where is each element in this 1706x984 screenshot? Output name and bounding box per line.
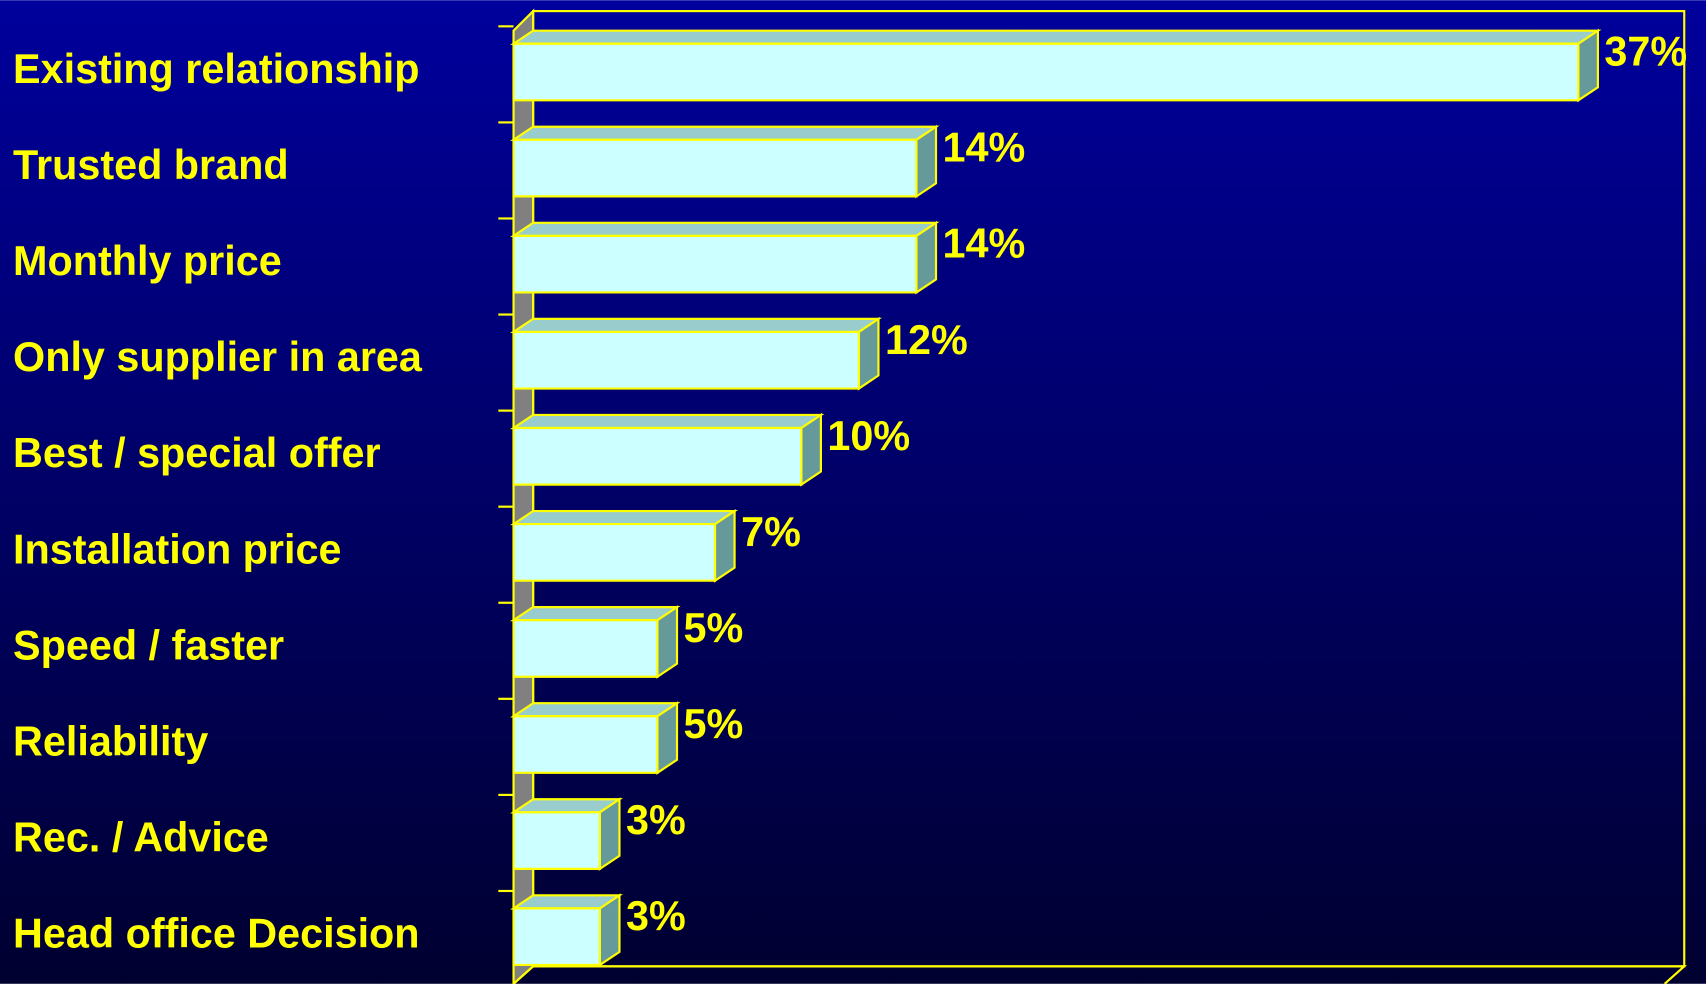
bar (509, 316, 883, 391)
bar (509, 797, 624, 871)
category-label: Reliability (13, 718, 208, 764)
bar-face (915, 124, 938, 199)
bar (509, 701, 681, 775)
bar-face (512, 234, 918, 294)
bar-face (512, 138, 918, 198)
value-label: 5% (684, 701, 744, 747)
value-label: 10% (827, 413, 910, 459)
bar-face (598, 893, 621, 967)
bar-face (509, 29, 1602, 45)
category-label: Only supplier in area (13, 334, 423, 380)
bar (509, 893, 624, 967)
bar-face (512, 715, 659, 774)
bar-face (512, 811, 601, 870)
category-label: Installation price (13, 526, 341, 572)
value-label: 14% (943, 125, 1026, 171)
category-label: Head office Decision (13, 911, 420, 957)
bar-face (656, 701, 679, 775)
bar (509, 124, 940, 199)
category-label: Monthly price (13, 238, 282, 284)
bar (509, 605, 681, 679)
value-label: 37% (1604, 29, 1687, 75)
value-label: 3% (626, 893, 686, 939)
bar-face (509, 606, 681, 622)
bar-face (509, 702, 681, 718)
bar-face (656, 605, 679, 679)
category-label: Rec. / Advice (13, 815, 269, 861)
value-label: 14% (943, 221, 1026, 267)
bar (509, 509, 739, 583)
bar-face (512, 42, 1580, 102)
category-label: Trusted brand (13, 142, 289, 188)
bar-face (915, 220, 938, 295)
bar-face (598, 797, 621, 871)
category-label: Speed / faster (13, 622, 284, 668)
value-label: 7% (741, 509, 801, 555)
bar-face (509, 509, 739, 526)
bar (509, 412, 825, 487)
bar-face (512, 523, 717, 582)
value-label: 12% (885, 317, 968, 363)
floor (512, 965, 1688, 984)
value-label: 5% (684, 605, 744, 651)
bar-face (512, 426, 803, 486)
bar-face (512, 619, 659, 678)
category-label: Best / special offer (13, 430, 381, 476)
bar-face (509, 125, 940, 141)
category-label: Existing relationship (13, 46, 419, 92)
value-label: 3% (626, 797, 686, 843)
bar-face (509, 221, 940, 237)
bar-face (512, 330, 860, 390)
bar-face (713, 509, 736, 583)
bar-face (512, 907, 601, 967)
bar (509, 28, 1602, 103)
bar-face (857, 316, 880, 391)
bar (509, 220, 940, 295)
bar-face (800, 412, 822, 487)
bar-face (509, 317, 883, 334)
bar-face (1577, 28, 1599, 103)
bar-face (509, 413, 825, 430)
